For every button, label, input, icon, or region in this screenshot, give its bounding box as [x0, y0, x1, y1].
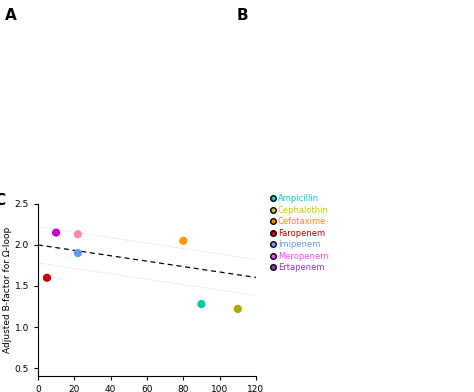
- Point: [74, 250, 82, 256]
- Text: A: A: [5, 8, 17, 23]
- Point: [52, 229, 60, 236]
- Point: [43, 275, 51, 281]
- Point: [234, 306, 242, 312]
- Text: B: B: [237, 8, 249, 23]
- Legend: Ampicillin, Cephalothin, Cefotaxime, Faropenem, Imipenem, Meropenem, Ertapenem: Ampicillin, Cephalothin, Cefotaxime, Far…: [271, 194, 328, 272]
- Y-axis label: Adjusted B-factor for Ω-loop: Adjusted B-factor for Ω-loop: [3, 227, 12, 353]
- Text: C: C: [0, 194, 5, 209]
- Point: [180, 238, 187, 244]
- Point: [198, 301, 205, 307]
- Point: [74, 231, 82, 238]
